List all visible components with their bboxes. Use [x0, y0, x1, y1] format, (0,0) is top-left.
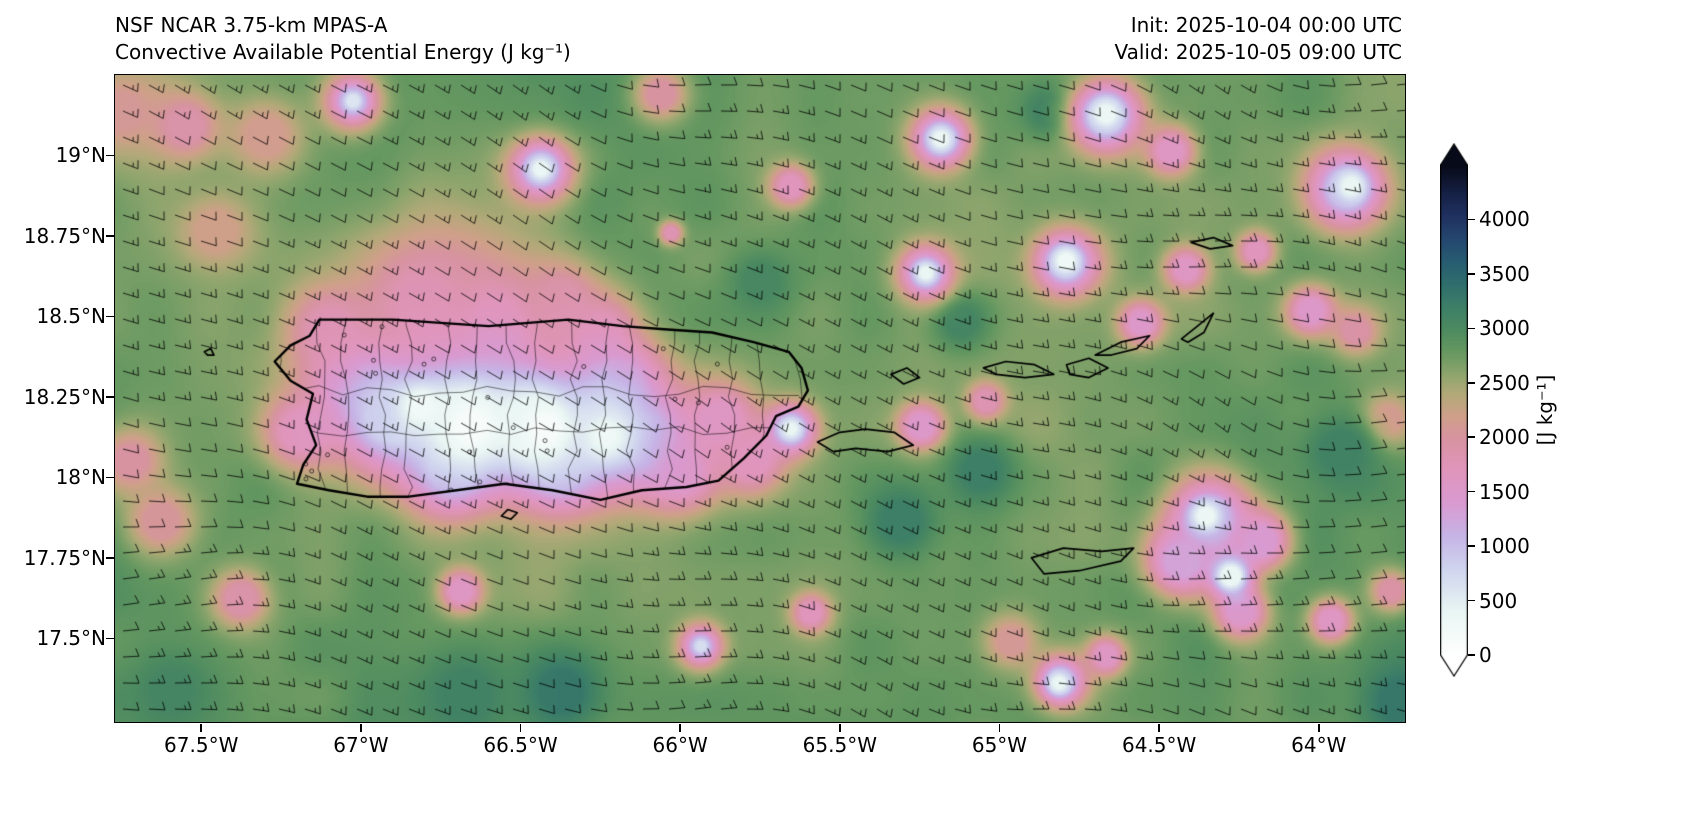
cape-field-canvas: [114, 74, 1405, 722]
valid-time: Valid: 2025-10-05 09:00 UTC: [1114, 40, 1402, 64]
colorbar: [1440, 143, 1468, 677]
longitude-tickmark: [360, 723, 362, 732]
colorbar-unit-label: [J kg⁻¹]: [1533, 374, 1557, 446]
longitude-tickmark: [519, 723, 522, 732]
init-time: Init: 2025-10-04 00:00 UTC: [1130, 13, 1402, 37]
longitude-tick-label: 66°W: [652, 733, 708, 757]
latitude-tickmark: [105, 235, 114, 237]
latitude-tick-label: 17.75°N: [23, 545, 106, 570]
colorbar-tick-label: 1500: [1479, 479, 1530, 504]
colorbar-tickmark: [1468, 327, 1475, 330]
colorbar-tick-label: 3500: [1479, 261, 1530, 286]
figure-titles: NSF NCAR 3.75-km MPAS-A Convective Avail…: [115, 12, 571, 66]
colorbar-tick-label: 2500: [1479, 370, 1530, 395]
model-name: NSF NCAR 3.75-km MPAS-A: [115, 13, 388, 37]
latitude-tick-label: 17.5°N: [36, 626, 107, 651]
latitude-tickmark: [105, 637, 114, 640]
latitude-tickmark: [105, 476, 114, 479]
longitude-tick-label: 66.5°W: [483, 733, 558, 757]
longitude-tick-label: 64°W: [1291, 733, 1347, 757]
colorbar-tick-label: 4000: [1479, 207, 1530, 232]
colorbar-tickmark: [1468, 218, 1475, 221]
latitude-tickmark: [105, 315, 114, 318]
latitude-tick-label: 18.75°N: [23, 223, 106, 248]
longitude-tickmark: [998, 723, 1001, 732]
latitude-tickmark: [105, 557, 114, 559]
colorbar-tickmark: [1468, 273, 1475, 275]
longitude-tick-label: 64.5°W: [1121, 733, 1197, 757]
latitude-tickmark: [105, 154, 114, 157]
map-plot-area: [113, 73, 1406, 723]
longitude-tickmark: [679, 723, 681, 732]
colorbar-tick-label: 0: [1479, 643, 1492, 667]
latitude-tickmark: [105, 396, 114, 398]
colorbar-tick-label: 2000: [1479, 425, 1530, 450]
run-times: Init: 2025-10-04 00:00 UTC Valid: 2025-1…: [1114, 12, 1402, 66]
latitude-tick-label: 18.25°N: [23, 384, 106, 409]
colorbar-tick-label: 3000: [1479, 316, 1530, 341]
colorbar-tickmark: [1468, 490, 1475, 493]
longitude-tick-label: 67.5°W: [164, 733, 239, 757]
colorbar-tickmark: [1468, 382, 1475, 384]
longitude-tick-label: 67°W: [333, 733, 389, 757]
colorbar-tickmark: [1468, 436, 1475, 438]
latitude-tick-label: 18.5°N: [36, 304, 107, 329]
latitude-tick-label: 18°N: [55, 465, 106, 490]
longitude-tickmark: [1318, 723, 1320, 732]
latitude-tick-label: 19°N: [55, 143, 106, 168]
variable-name: Convective Available Potential Energy (J…: [115, 40, 571, 64]
longitude-tick-label: 65°W: [971, 733, 1028, 757]
longitude-tick-label: 65.5°W: [802, 733, 877, 757]
colorbar-tickmark: [1468, 545, 1475, 547]
longitude-tickmark: [1158, 723, 1160, 732]
colorbar-tickmark: [1468, 654, 1475, 656]
longitude-tickmark: [839, 723, 841, 732]
colorbar-tick-label: 1000: [1479, 534, 1530, 559]
colorbar-tick-label: 500: [1479, 588, 1518, 613]
colorbar-tickmark: [1468, 599, 1475, 602]
longitude-tickmark: [200, 723, 202, 732]
